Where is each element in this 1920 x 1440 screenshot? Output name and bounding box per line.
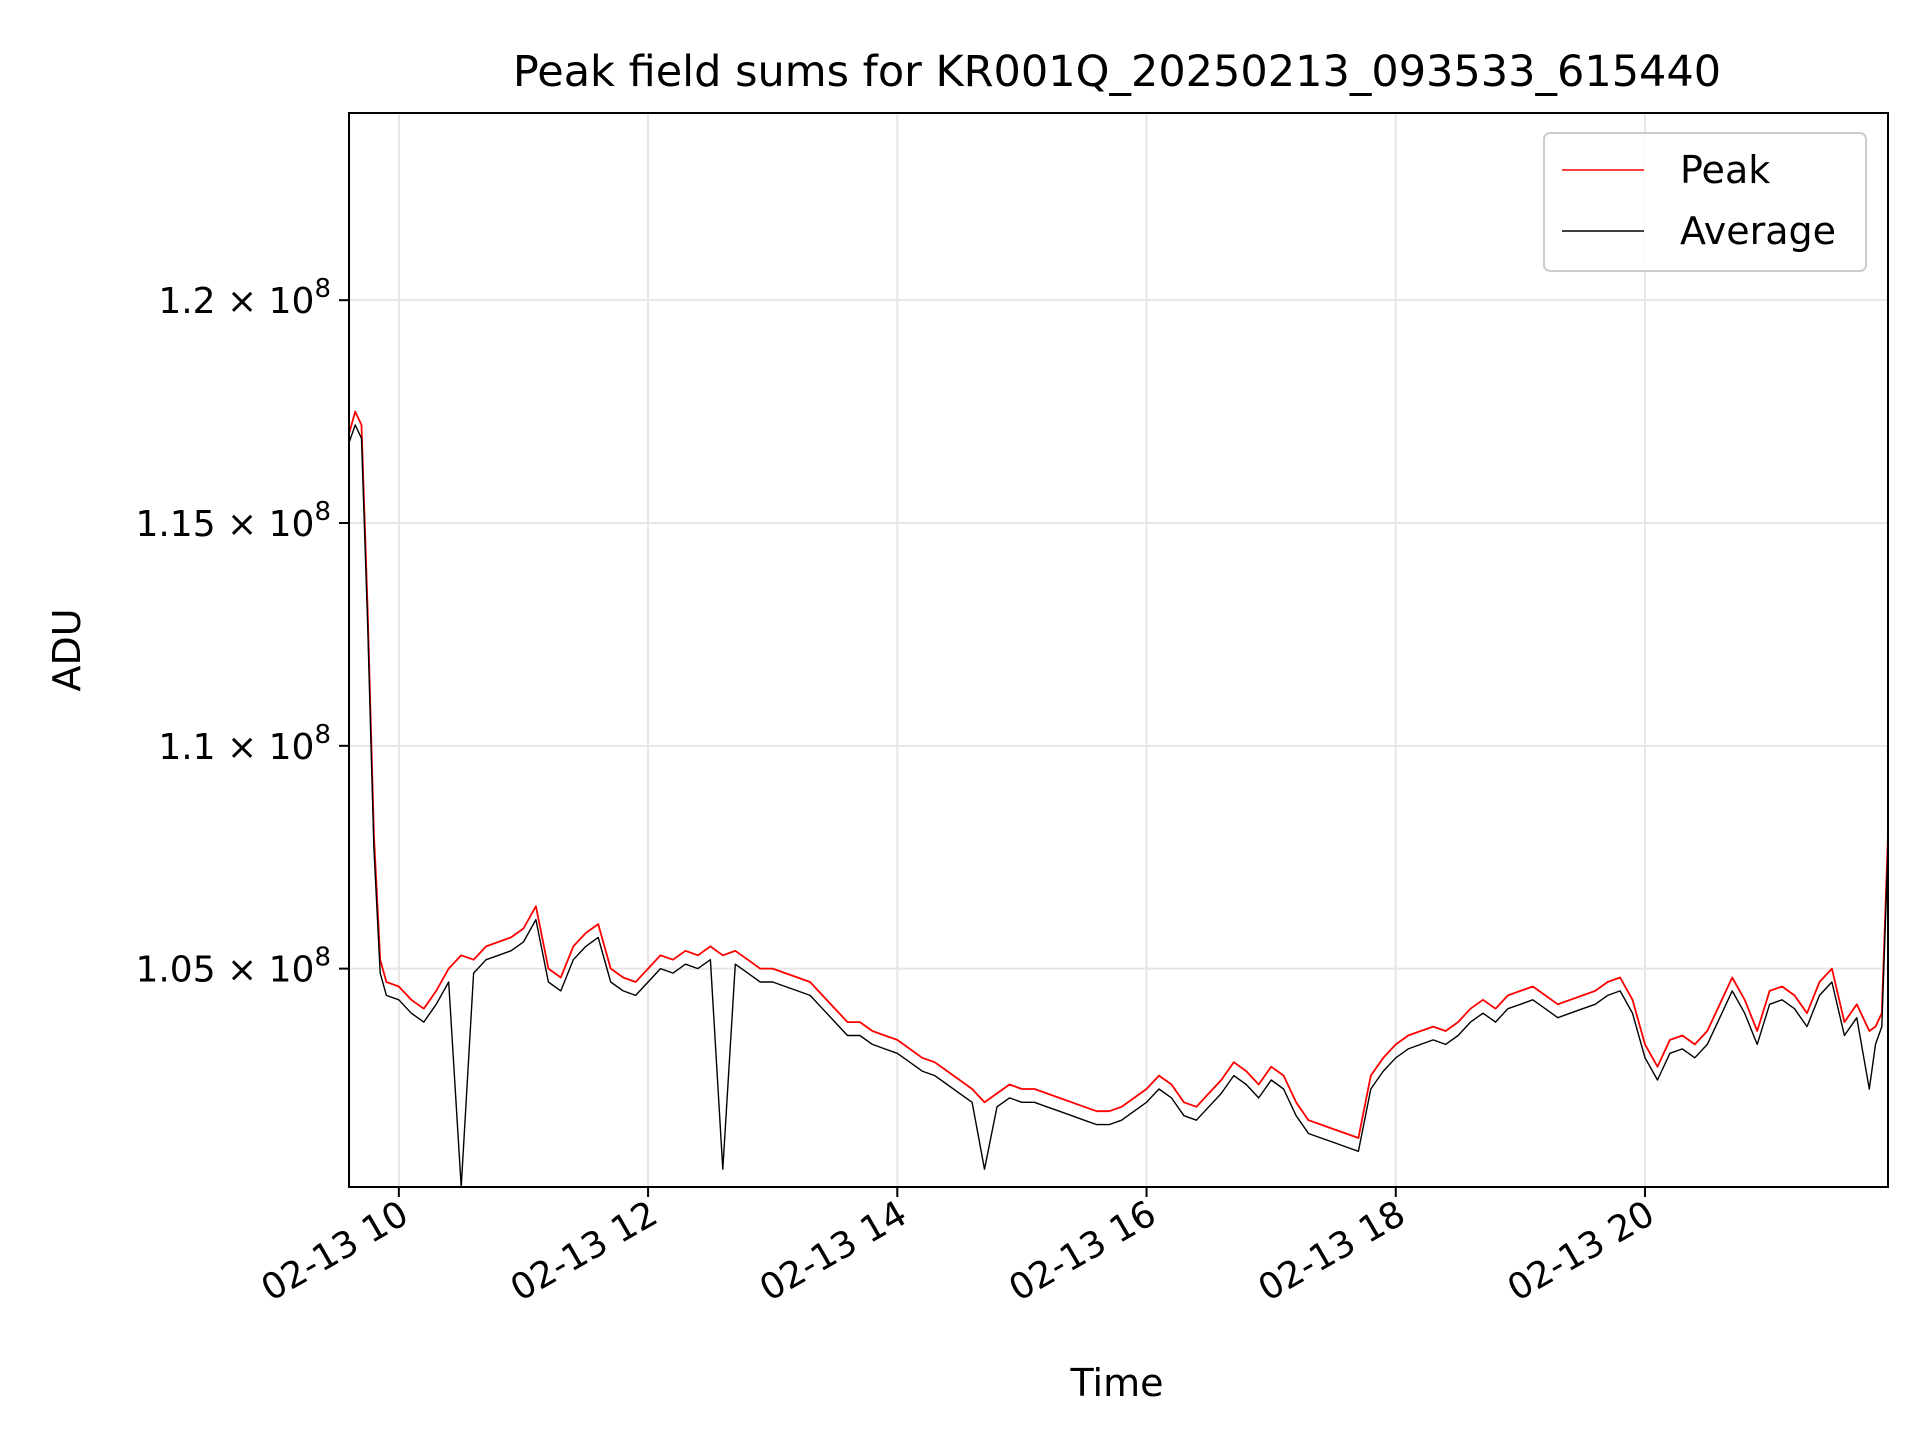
legend-box (1543, 132, 1867, 272)
series-group (348, 410, 1889, 1188)
grid (349, 113, 1888, 1187)
y-tick-label: 1.1 × 108 (158, 720, 331, 768)
legend: Peak Average (1543, 132, 1867, 272)
x-axis-label: Time (1070, 1361, 1164, 1405)
average-series-line (348, 424, 1889, 1188)
chart-title: Peak field sums for KR001Q_20250213_0935… (513, 47, 1721, 97)
y-ticks: 1.05 × 108 1.1 × 108 1.15 × 108 1.2 × 108 (135, 274, 349, 991)
plot-frame (348, 112, 1889, 1188)
legend-label-peak: Peak (1680, 148, 1770, 192)
y-axis-label: ADU (45, 608, 89, 691)
peak-series-line (348, 410, 1889, 1139)
y-tick-label: 1.2 × 108 (158, 274, 331, 322)
y-tick-label: 1.05 × 108 (135, 943, 331, 991)
y-tick-label: 1.15 × 108 (135, 497, 331, 545)
legend-label-average: Average (1680, 209, 1836, 253)
